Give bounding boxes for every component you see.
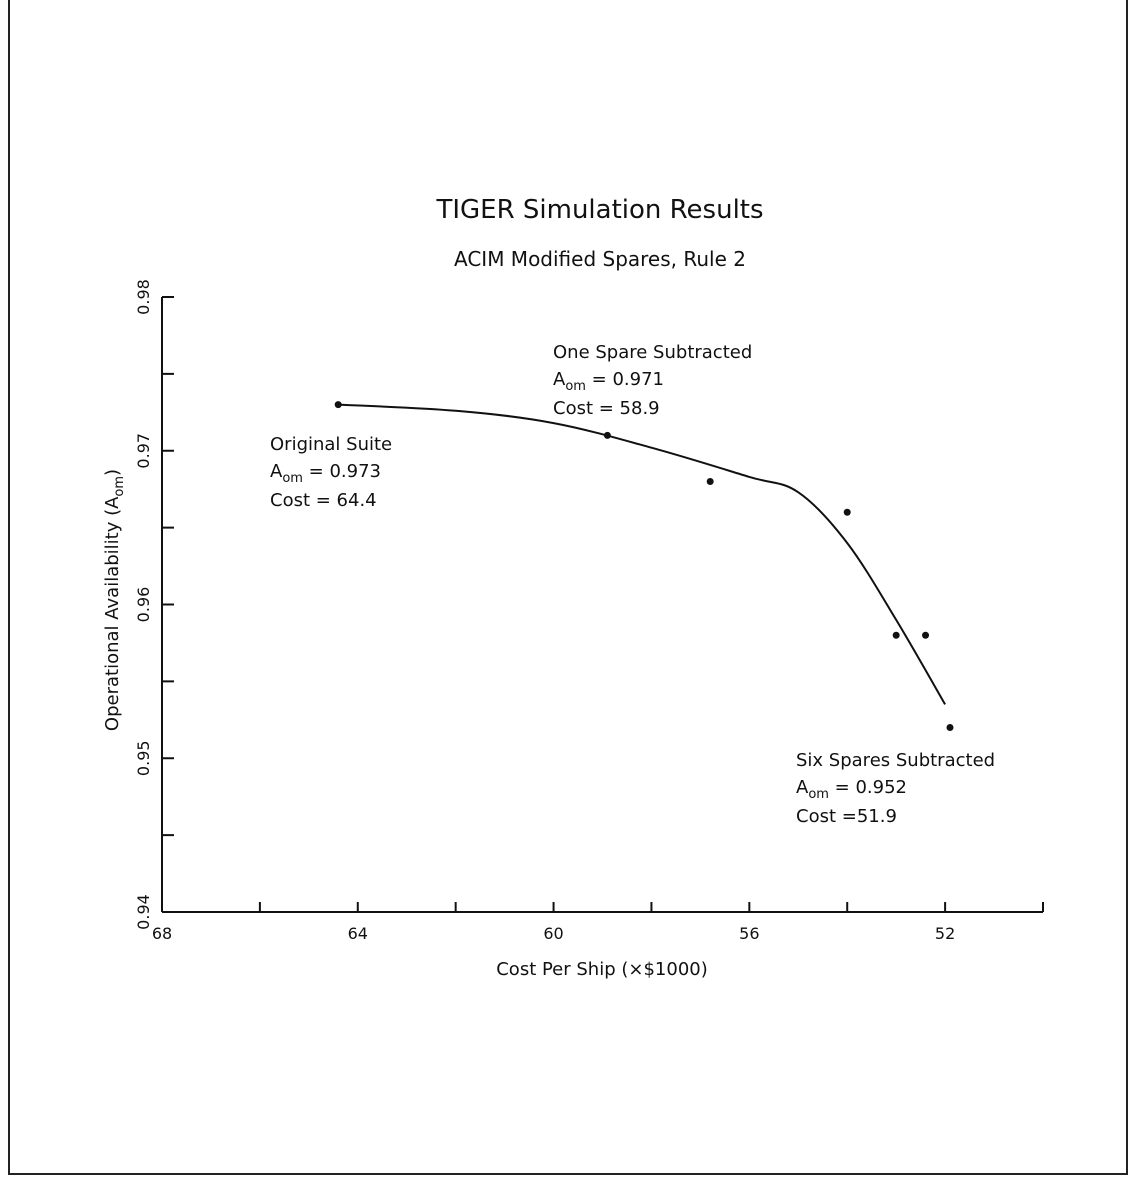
x-tick-label: 56 — [739, 924, 759, 943]
x-tick-label: 52 — [935, 924, 955, 943]
page-frame — [8, 0, 1128, 1175]
aom-sub: om — [565, 379, 586, 394]
aom-sub: om — [282, 471, 303, 486]
data-point — [334, 401, 342, 409]
annotation-cost: Cost = 64.4 — [270, 490, 377, 511]
x-tick-labels: 68 64 60 56 52 — [152, 924, 955, 943]
chart-subtitle: ACIM Modified Spares, Rule 2 — [454, 247, 746, 271]
y-tick-label: 0.97 — [134, 433, 153, 469]
aom-value: = 0.971 — [586, 369, 664, 390]
y-ticks — [162, 296, 174, 913]
annotation-one-spare: One Spare Subtracted Aom = 0.971 Cost = … — [553, 342, 752, 419]
aom-a: A — [270, 461, 283, 482]
x-ticks — [161, 902, 1044, 912]
annotation-title: Six Spares Subtracted — [796, 750, 995, 771]
chart-title: TIGER Simulation Results — [435, 195, 763, 225]
annotation-title: One Spare Subtracted — [553, 342, 752, 363]
y-axis-label-close: ) — [102, 469, 123, 476]
aom-a: A — [553, 369, 566, 390]
aom-value: = 0.973 — [303, 461, 381, 482]
y-tick-label: 0.96 — [134, 587, 153, 623]
data-point — [946, 724, 954, 731]
data-point — [843, 508, 851, 516]
annotation-aom: Aom = 0.952 — [796, 777, 907, 802]
data-point — [706, 478, 714, 485]
y-tick-label: 0.98 — [134, 279, 153, 315]
annotation-aom: Aom = 0.973 — [270, 461, 381, 486]
y-axis-label-main: Operational Availability (A — [102, 496, 123, 731]
annotation-title: Original Suite — [270, 434, 392, 455]
data-points — [334, 401, 954, 731]
aom-a: A — [796, 777, 809, 798]
y-tick-labels: 0.94 0.95 0.96 0.97 0.98 — [134, 279, 153, 930]
data-point — [922, 631, 930, 639]
annotation-six-spares: Six Spares Subtracted Aom = 0.952 Cost =… — [796, 750, 995, 827]
fit-curve — [338, 403, 946, 705]
x-axis-label: Cost Per Ship (×$1000) — [496, 959, 708, 980]
aom-sub: om — [808, 787, 829, 802]
annotation-cost: Cost =51.9 — [796, 806, 897, 827]
x-tick-label: 68 — [152, 924, 172, 943]
aom-value: = 0.952 — [829, 777, 907, 798]
x-tick-label: 60 — [543, 924, 563, 943]
annotation-original-suite: Original Suite Aom = 0.973 Cost = 64.4 — [270, 434, 392, 511]
x-tick-label: 64 — [348, 924, 368, 943]
y-tick-label: 0.95 — [134, 740, 153, 776]
y-tick-label: 0.94 — [134, 894, 153, 930]
data-point — [892, 631, 900, 639]
y-axis-label: Operational Availability (Aom) — [102, 469, 127, 731]
y-axis-label-sub: om — [112, 476, 127, 497]
annotation-cost: Cost = 58.9 — [553, 398, 660, 419]
data-point — [603, 431, 611, 439]
annotation-aom: Aom = 0.971 — [553, 369, 664, 394]
